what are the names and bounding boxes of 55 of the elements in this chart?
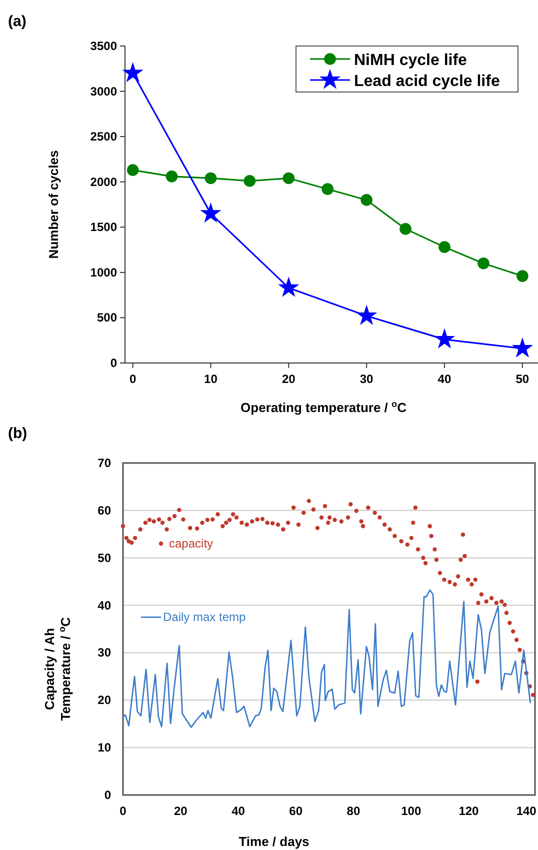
- y-tick-label: 1000: [90, 265, 118, 280]
- y-tick-label: 70: [98, 456, 112, 470]
- x-tick-label: 20: [282, 372, 296, 386]
- y-tick-label: 60: [98, 503, 112, 518]
- legend-label: NiMH cycle life: [354, 52, 468, 69]
- x-tick-label: 40: [438, 372, 452, 386]
- x-tick-label: 0: [120, 804, 127, 818]
- x-axis-title: Operating temperature / $^{o}$C: [240, 399, 408, 415]
- x-tick-label: 0: [129, 372, 136, 386]
- point: [204, 172, 217, 184]
- point: [516, 270, 528, 282]
- point: [356, 304, 378, 325]
- chart-title: (a): [8, 13, 26, 30]
- point: [512, 337, 534, 358]
- point: [200, 202, 222, 223]
- x-tick-label: 30: [360, 372, 374, 386]
- point: [400, 223, 412, 235]
- point: [244, 175, 256, 187]
- point: [282, 172, 295, 184]
- y-tick-label: 2000: [90, 174, 118, 189]
- legend-label: Lead acid cycle life: [354, 73, 500, 90]
- x-tick-label: 60: [289, 804, 303, 818]
- y-tick-label: 2500: [90, 130, 118, 144]
- y-tick-label: 0: [110, 356, 118, 370]
- y-tick-label: 500: [96, 310, 118, 325]
- legend-label: capacity: [169, 536, 214, 551]
- chart-title: (b): [8, 425, 28, 442]
- y-tick-label: 10: [98, 740, 112, 755]
- point: [166, 170, 178, 182]
- point: [478, 257, 490, 270]
- point: [278, 276, 300, 297]
- y-tick-label: 50: [98, 550, 112, 565]
- y-axis-title: Number of cycles: [46, 150, 61, 259]
- point: [126, 164, 139, 176]
- point: [438, 241, 450, 253]
- x-axis-title: Time / days: [238, 834, 310, 849]
- point: [360, 194, 372, 206]
- x-tick-label: 120: [458, 804, 480, 818]
- x-tick-label: 20: [174, 804, 188, 818]
- y-tick-label: 3000: [90, 84, 118, 98]
- y-tick-label: 40: [98, 598, 112, 612]
- x-tick-label: 40: [232, 804, 246, 818]
- y-tick-label: 1500: [90, 220, 118, 234]
- y-tick-label: 20: [98, 693, 112, 708]
- y-tick-label: 3500: [90, 39, 118, 53]
- x-tick-label: 50: [516, 372, 530, 386]
- x-tick-label: 10: [204, 372, 218, 386]
- line-series: [122, 589, 532, 728]
- x-tick-label: 140: [516, 804, 537, 818]
- x-tick-label: 80: [346, 804, 360, 818]
- point: [322, 183, 334, 196]
- x-tick-label: 100: [401, 804, 422, 818]
- legend-label: Daily max temp: [163, 610, 246, 624]
- y-tick-label: 0: [104, 788, 112, 802]
- y-tick-label: 30: [98, 646, 112, 660]
